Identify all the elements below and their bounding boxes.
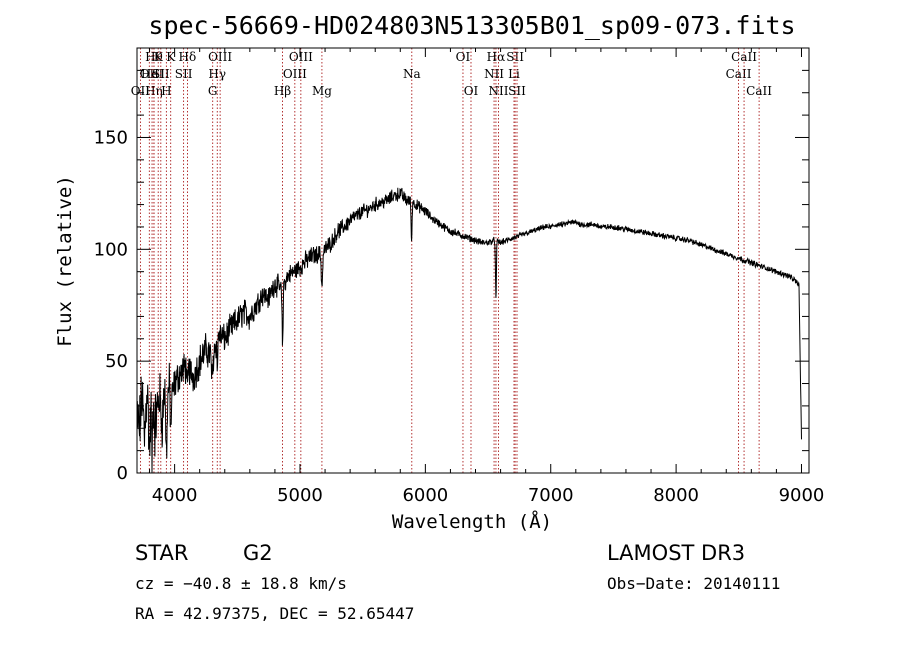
spectral-line-label-19: OI <box>456 50 471 64</box>
spectral-lines: OIIOIIHηHeIHθKSIIHKSIIHδGHγOIIIHβOIIIOII… <box>131 48 772 473</box>
y-tick-label-100: 100 <box>94 239 128 260</box>
spectral-line-label-12: Hγ <box>208 67 226 81</box>
x-tick-label-4000: 4000 <box>152 485 198 506</box>
y-axis-label: Flux (relative) <box>54 175 76 347</box>
spectral-line-label-14: Hβ <box>274 84 291 98</box>
spectral-line-label-17: Mg <box>312 84 332 98</box>
spectral-line-label-18: Na <box>403 67 421 81</box>
obs-date: Obs−Date: 20140111 <box>607 574 780 593</box>
spectrum-line <box>136 187 802 474</box>
chart-title: spec-56669-HD024803N513305B01_sp09-073.f… <box>148 11 795 40</box>
y-tick-label-50: 50 <box>105 351 128 372</box>
spectral-line-label-21: NII <box>484 67 504 81</box>
spectral-line-label-23: NII <box>488 84 508 98</box>
spectral-line-label-4: Hθ <box>145 50 163 64</box>
spectral-line-label-25: SII <box>506 50 524 64</box>
spectral-line-label-0: OII <box>131 84 151 98</box>
x-tick-label-5000: 5000 <box>277 485 323 506</box>
x-tick-label-9000: 9000 <box>779 485 825 506</box>
redshift-readout: cz = −40.8 ± 18.8 km/s <box>135 574 347 593</box>
spectral-line-label-11: G <box>208 84 218 98</box>
spectral-line-label-10: Hδ <box>179 50 197 64</box>
x-tick-label-6000: 6000 <box>402 485 448 506</box>
spectral-line-label-7: H <box>161 84 171 98</box>
spectral-line-label-29: CaII <box>746 84 772 98</box>
spectral-line-label-16: OIII <box>289 50 313 64</box>
plot-frame <box>136 47 810 474</box>
y-tick-label-0: 0 <box>117 463 128 484</box>
axis-ticks: 4000 5000 6000 7000 8000 9000 0 50 100 150 <box>94 47 825 506</box>
y-tick-label-150: 150 <box>94 127 128 148</box>
spectral-line-label-20: OI <box>464 84 479 98</box>
spectral-line-label-24: Li <box>508 67 520 81</box>
x-tick-label-8000: 8000 <box>653 485 699 506</box>
spectral-line-label-22: Hα <box>487 50 506 64</box>
x-tick-label-7000: 7000 <box>528 485 574 506</box>
object-subclass: G2 <box>243 541 273 565</box>
spectral-line-label-15: OIII <box>283 67 307 81</box>
spectral-line-label-6: SII <box>152 67 170 81</box>
object-class: STAR <box>135 541 188 565</box>
spectral-line-label-28: CaII <box>731 50 757 64</box>
spectral-line-label-5: K <box>154 50 164 64</box>
x-axis-label: Wavelength (Å) <box>392 510 552 533</box>
spectrum-series <box>136 187 802 474</box>
spectral-line-label-27: CaII <box>726 67 752 81</box>
survey-name: LAMOST DR3 <box>607 541 745 565</box>
spectral-line-label-26: SII <box>508 84 526 98</box>
spectral-line-label-13: OIII <box>208 50 232 64</box>
coordinates: RA = 42.97375, DEC = 52.65447 <box>135 604 414 623</box>
spectral-line-label-9: SII <box>175 67 193 81</box>
spectral-line-label-8: K <box>166 50 176 64</box>
